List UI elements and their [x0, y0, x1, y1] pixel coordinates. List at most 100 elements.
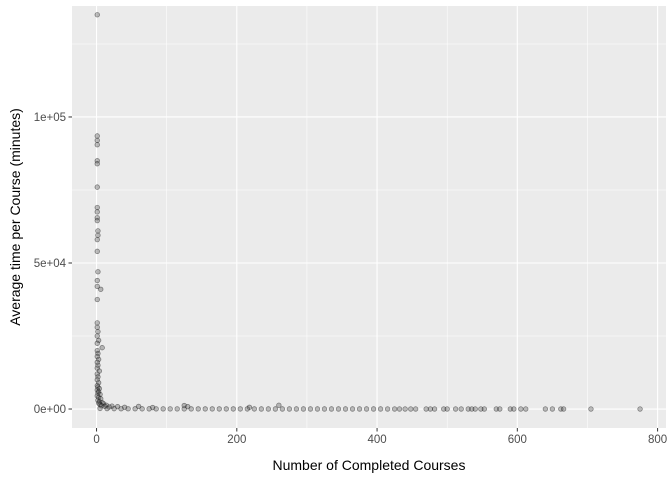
data-point [94, 365, 100, 371]
data-point [272, 406, 279, 412]
data-point [94, 333, 100, 339]
data-point [472, 406, 478, 412]
data-point [444, 406, 450, 412]
data-point [94, 236, 100, 243]
data-point [412, 406, 419, 412]
y-axis-ticks: 0e+00 5e+04 1e+05 [34, 112, 72, 416]
data-point [402, 406, 408, 412]
y-tick-label: 1e+05 [34, 112, 66, 124]
data-point [588, 406, 594, 412]
data-point [293, 406, 300, 412]
data-point [98, 396, 104, 402]
data-point [209, 406, 215, 412]
data-point [549, 406, 556, 412]
data-point [185, 404, 191, 410]
data-point [342, 406, 349, 412]
data-point [518, 406, 524, 412]
data-point [95, 356, 102, 363]
data-point [174, 406, 180, 412]
data-point [121, 404, 128, 410]
data-point [99, 399, 105, 406]
data-point [95, 380, 102, 386]
data-point [356, 406, 363, 412]
data-point [469, 406, 475, 412]
data-point [384, 406, 391, 412]
data-point [95, 232, 101, 238]
data-point [97, 401, 103, 408]
data-point [94, 383, 100, 389]
data-point [94, 320, 100, 326]
data-point [94, 353, 100, 360]
data-point [95, 397, 101, 403]
data-point [125, 406, 131, 412]
data-point [160, 406, 166, 412]
data-point [106, 404, 112, 410]
data-point [94, 137, 100, 143]
data-point [307, 406, 314, 412]
y-tick-label: 5e+04 [34, 258, 67, 270]
data-point [314, 406, 321, 412]
data-point [94, 12, 100, 18]
x-tick-label: 600 [508, 434, 527, 446]
x-tick-label: 0 [93, 434, 99, 446]
data-point [95, 228, 101, 234]
data-point [94, 204, 100, 211]
major-gridlines [72, 6, 666, 428]
data-point [103, 402, 110, 408]
data-point [230, 406, 236, 412]
data-point [349, 406, 356, 412]
data-point [94, 184, 100, 190]
data-point [94, 340, 100, 346]
data-point [95, 400, 102, 406]
data-point [95, 390, 101, 396]
data-point [328, 406, 335, 412]
data-point [94, 161, 100, 167]
data-point [223, 406, 229, 412]
data-points [94, 12, 643, 412]
data-point [279, 406, 286, 412]
data-point [396, 406, 403, 412]
data-point [95, 328, 101, 335]
data-point [244, 406, 250, 412]
data-point [493, 406, 499, 412]
x-tick-label: 200 [227, 434, 246, 446]
data-point [99, 345, 105, 351]
data-point [98, 403, 105, 409]
data-point [523, 406, 529, 412]
data-point [118, 406, 124, 412]
data-point [188, 406, 194, 412]
data-point [363, 406, 370, 412]
x-axis-title: Number of Completed Courses [273, 457, 466, 473]
data-point [94, 142, 100, 148]
data-point [100, 401, 107, 407]
y-tick-label: 0e+00 [34, 404, 66, 416]
data-point [465, 406, 471, 412]
data-point [114, 404, 121, 410]
data-point [94, 158, 100, 164]
data-point [146, 406, 152, 412]
data-point [265, 406, 272, 412]
data-point [507, 406, 513, 412]
data-point [481, 406, 488, 412]
data-point [237, 406, 243, 412]
x-tick-label: 400 [367, 434, 386, 446]
data-point [135, 403, 142, 410]
y-axis-title: Average time per Course (minutes) [7, 108, 23, 326]
data-point [96, 385, 103, 392]
data-point [94, 393, 100, 399]
data-point [97, 391, 103, 398]
data-point [94, 359, 100, 365]
data-point [111, 406, 117, 412]
data-point [139, 406, 145, 412]
data-point [94, 209, 100, 215]
data-point [478, 406, 484, 412]
data-point [542, 406, 549, 412]
data-point [94, 248, 100, 254]
data-point [149, 404, 156, 411]
x-tick-label: 800 [648, 434, 667, 446]
data-point [94, 215, 100, 221]
data-point [560, 406, 567, 412]
data-point [94, 371, 100, 377]
data-point [431, 406, 438, 412]
